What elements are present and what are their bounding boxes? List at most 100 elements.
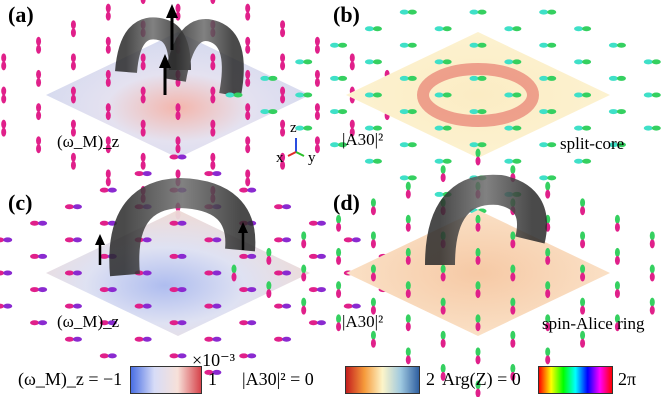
spin-lobe [260, 109, 278, 115]
spin-lobe [70, 53, 76, 71]
spin-lobe [225, 92, 243, 98]
spin-lobe [245, 169, 251, 187]
colorbar-vorticity-left-label: (ω_M)_z = −1 [18, 369, 123, 389]
spin-lobe [349, 53, 355, 71]
spin-lobe [175, 3, 181, 21]
spin-lobe [239, 253, 257, 259]
panel-label-c: (c) [8, 190, 33, 215]
spin-lobe [0, 270, 13, 276]
spin-lobe [210, 119, 216, 137]
spin-lobe [399, 175, 417, 181]
spin-lobe [280, 20, 286, 38]
spin-lobe [245, 69, 251, 87]
spin-lobe [580, 231, 586, 249]
panel-a-plane [46, 32, 310, 158]
spin-lobe [239, 287, 257, 293]
spin-lobe [36, 69, 42, 87]
panel-b-plane [346, 32, 610, 158]
spin-lobe [405, 247, 411, 265]
spin-lobe [440, 363, 446, 381]
spin-lobe [280, 53, 286, 71]
panel-c-arrowhead-1 [95, 234, 105, 245]
spin-lobe [64, 303, 82, 309]
spin-lobe [274, 237, 292, 243]
spin-lobe [266, 281, 272, 299]
spin-lobe [504, 26, 522, 32]
spin-lobe [469, 42, 487, 48]
spin-lobe [434, 92, 452, 98]
spin-lobe [539, 142, 557, 148]
spin-lobe [364, 125, 382, 131]
spin-lobe [608, 75, 626, 81]
spin-lobe [210, 0, 216, 5]
spin-lobe [99, 353, 117, 359]
spin-lobe [99, 320, 117, 326]
spin-lobe [105, 136, 111, 154]
spin-lobe [169, 353, 187, 359]
spin-lobe [510, 330, 516, 348]
spin-lobe [204, 303, 222, 309]
panel-c-plot [0, 154, 431, 392]
spin-lobe [440, 297, 446, 315]
spin-lobe [405, 214, 411, 232]
spin-lobe [70, 86, 76, 104]
spin-lobe [399, 142, 417, 148]
spin-lobe [301, 231, 307, 249]
spin-lobe [580, 330, 586, 348]
panel-b-field-label: |A30|² [342, 130, 384, 149]
spin-lobe [336, 247, 342, 265]
spin-lobe [364, 59, 382, 65]
colorbar-amplitude [345, 366, 420, 394]
spin-lobe [643, 59, 661, 65]
spin-lobe [475, 148, 481, 166]
spin-lobe [1, 119, 7, 137]
axes-triad [287, 138, 305, 157]
spin-lobe [336, 214, 342, 232]
spin-lobe [545, 247, 551, 265]
spin-lobe [314, 103, 320, 121]
spin-lobe [175, 136, 181, 154]
spin-lobe [580, 264, 586, 282]
spin-lobe [64, 270, 82, 276]
spin-lobe [434, 125, 452, 131]
spin-lobe [204, 237, 222, 243]
spin-lobe [504, 125, 522, 131]
colorbar-vorticity-right-label: 1 [208, 369, 217, 389]
spin-lobe [469, 109, 487, 115]
spin-lobe [539, 109, 557, 115]
spin-lobe [239, 187, 257, 193]
spin-lobe [405, 314, 411, 332]
spin-lobe [330, 109, 348, 115]
spin-lobe [0, 303, 13, 309]
spin-lobe [504, 59, 522, 65]
spin-lobe [204, 270, 222, 276]
spin-lobe [231, 264, 237, 282]
spin-lobe [614, 281, 620, 299]
spin-lobe [574, 59, 592, 65]
spin-lobe [140, 86, 146, 104]
spin-lobe [539, 175, 557, 181]
spin-lobe [105, 69, 111, 87]
spin-lobe [314, 69, 320, 87]
spin-lobe [280, 152, 286, 170]
spin-lobe [140, 119, 146, 137]
spin-lobe [545, 181, 551, 199]
spin-lobe [210, 152, 216, 170]
spin-lobe [440, 330, 446, 348]
spin-lobe [580, 297, 586, 315]
spin-lobe [364, 92, 382, 98]
x-axis-arrow [287, 151, 297, 157]
spin-lobe [580, 198, 586, 216]
spin-lobe [475, 247, 481, 265]
spin-lobe [140, 152, 146, 170]
y-axis-arrow [295, 151, 305, 157]
spin-lobe [434, 26, 452, 32]
spin-lobe [440, 165, 446, 183]
spin-lobe [545, 314, 551, 332]
spin-lobe [539, 42, 557, 48]
spin-lobe [608, 42, 626, 48]
spin-lobe [643, 92, 661, 98]
spin-lobe [134, 171, 152, 177]
spin-lobe [308, 220, 326, 226]
